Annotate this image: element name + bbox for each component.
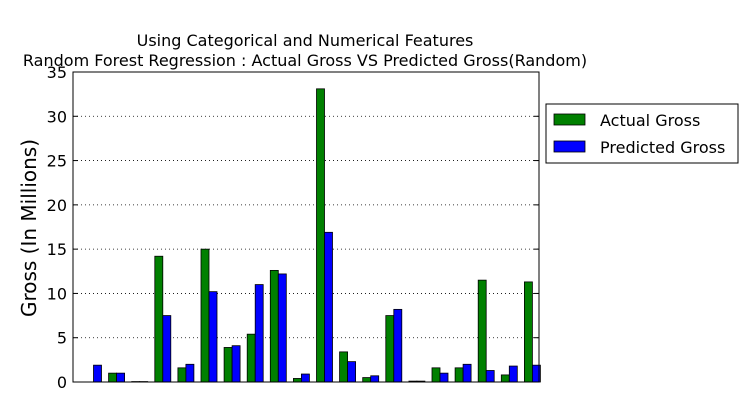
legend-swatch-actual-gross <box>553 113 586 126</box>
y-tick-label: 30 <box>47 107 67 126</box>
y-tick-label: 0 <box>57 373 67 392</box>
plot-frame <box>72 71 540 383</box>
bars <box>93 88 541 383</box>
y-tick-label: 15 <box>47 240 67 259</box>
bar-actual-gross <box>500 374 510 383</box>
bar-actual-gross <box>524 281 533 383</box>
legend-label-predicted-gross: Predicted Gross <box>600 138 725 157</box>
bar-predicted-gross <box>116 372 125 383</box>
chart-subtitle: Random Forest Regression : Actual Gross … <box>23 51 587 70</box>
y-axis-label: Gross (In Millions) <box>17 139 41 317</box>
bar-actual-gross <box>246 333 256 383</box>
bar-actual-gross <box>431 367 441 383</box>
grid-lines <box>73 115 539 339</box>
legend-label-actual-gross: Actual Gross <box>600 111 700 130</box>
y-tick-label: 5 <box>57 329 67 348</box>
bar-actual-gross <box>454 367 464 383</box>
bar-actual-gross <box>177 367 187 383</box>
y-tick-label: 10 <box>47 284 67 303</box>
bar-actual-gross <box>269 269 279 383</box>
bar-predicted-gross <box>485 370 495 383</box>
bar-actual-gross <box>200 248 210 383</box>
bar-actual-gross <box>316 88 325 383</box>
bar-actual-gross <box>223 347 233 383</box>
bar-predicted-gross <box>370 375 380 383</box>
bar-predicted-gross <box>462 363 472 383</box>
legend-swatch-predicted-gross <box>553 140 586 153</box>
bar-predicted-gross <box>347 361 357 383</box>
bar-predicted-gross <box>162 315 172 383</box>
bar-predicted-gross <box>508 365 518 383</box>
bar-actual-gross <box>154 255 164 383</box>
y-tick-label: 25 <box>47 152 67 171</box>
bar-predicted-gross <box>208 291 218 383</box>
bar-predicted-gross <box>439 372 449 383</box>
bar-actual-gross <box>108 372 117 383</box>
bar-predicted-gross <box>393 308 403 383</box>
bar-actual-gross <box>477 279 487 383</box>
bar-predicted-gross <box>93 364 102 383</box>
bar-predicted-gross <box>231 345 241 383</box>
bar-predicted-gross <box>300 373 310 383</box>
bar-actual-gross <box>362 377 372 383</box>
bar-actual-gross <box>292 378 302 383</box>
y-tick-label: 35 <box>47 63 67 82</box>
y-tick-label: 20 <box>47 196 67 215</box>
bar-predicted-gross <box>324 231 333 383</box>
legend: Actual Gross Predicted Gross <box>545 103 739 164</box>
bar-predicted-gross <box>185 363 195 383</box>
bar-predicted-gross <box>277 273 287 383</box>
y-axis-ticks: 0 5 10 15 20 25 30 35 <box>47 63 539 392</box>
bar-actual-gross <box>385 315 395 383</box>
chart-title: Using Categorical and Numerical Features <box>137 31 474 50</box>
bar-actual-gross <box>339 351 349 383</box>
bar-predicted-gross <box>254 284 264 383</box>
